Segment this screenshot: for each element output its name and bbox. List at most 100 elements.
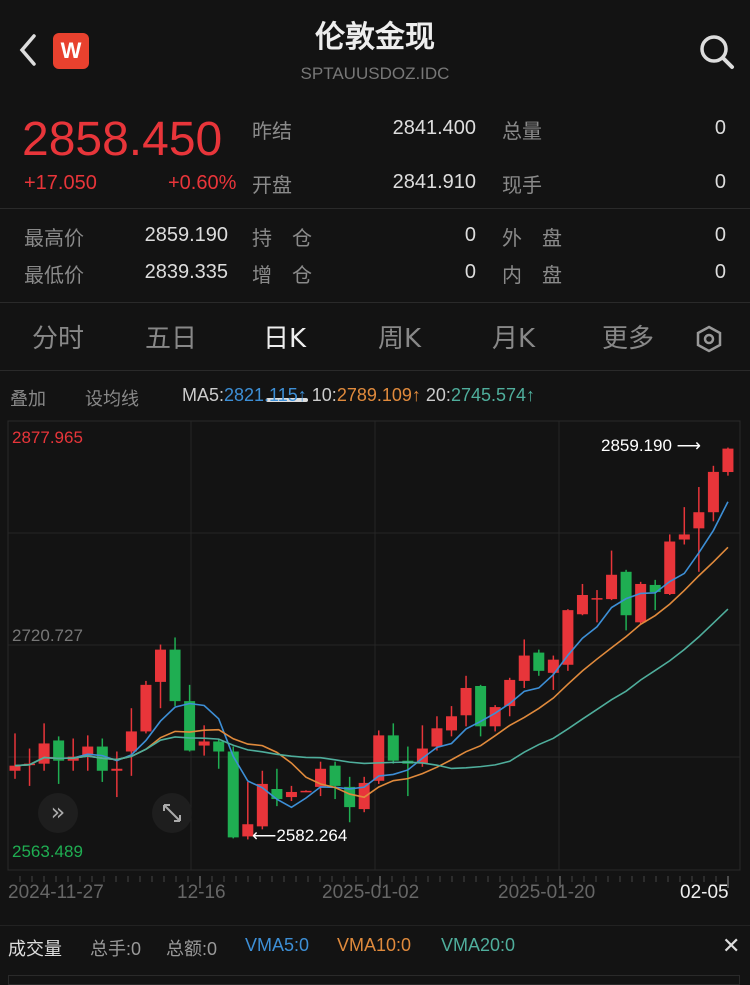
candle (140, 680, 152, 734)
candle (82, 735, 94, 771)
candle-body (707, 471, 719, 513)
overlay-button[interactable]: 叠加 (10, 389, 46, 409)
candle-body (111, 768, 123, 771)
y-max-label: 2877.965 (12, 428, 83, 447)
candle (678, 507, 690, 545)
candle-body (373, 735, 385, 781)
candle-body (285, 791, 297, 798)
candle-body (125, 731, 137, 752)
candle-body (213, 741, 225, 752)
last-price: 2858.450 (22, 113, 223, 166)
candle (329, 761, 341, 800)
candle-body (271, 789, 283, 800)
candle-body (184, 701, 196, 751)
tab-five-day[interactable]: 五日 (145, 324, 198, 354)
candle (358, 776, 370, 813)
vma5: VMA5:0 (245, 935, 310, 955)
candle-body (300, 790, 312, 793)
close-volume-button[interactable]: ✕ (722, 934, 740, 959)
add-position-value: 0 (464, 261, 476, 283)
ma5-line (14, 501, 729, 809)
scroll-to-latest-button[interactable]: » (38, 793, 78, 833)
active-tab-indicator (266, 398, 308, 402)
search-button[interactable] (697, 32, 737, 72)
candle (475, 684, 487, 737)
candle (518, 639, 530, 688)
candle (373, 730, 385, 784)
candle (9, 733, 21, 779)
candle (576, 583, 588, 616)
x-tick-label: 2025-01-20 (498, 882, 596, 903)
divider (0, 208, 750, 209)
outer-label: 外 盘 (502, 226, 562, 250)
candle (24, 748, 36, 786)
high-label: 最高价 (24, 226, 84, 250)
inner-label: 内 盘 (502, 263, 562, 287)
candle (213, 738, 225, 769)
last-hand-label: 现手 (502, 173, 542, 197)
candle (489, 705, 501, 732)
settings-button[interactable] (694, 324, 724, 358)
candle (533, 649, 545, 676)
candle-body (387, 735, 399, 761)
candle-body (169, 649, 181, 702)
candle-body (562, 610, 574, 665)
candle-body (446, 716, 457, 731)
tab-weekly-k[interactable]: 周K (378, 324, 422, 354)
ma-legend: MA5:2821.115↑ 10:2789.109↑ 20:2745.574↑ (182, 385, 536, 405)
candle (344, 776, 356, 823)
x-tick-label: 2025-01-02 (322, 882, 420, 903)
y-mid-label: 2720.727 (12, 626, 83, 645)
open-label: 开盘 (252, 173, 292, 197)
price-change-pct: +0.60% (168, 172, 237, 194)
tab-intraday[interactable]: 分时 (32, 324, 85, 354)
ma10-value: 2789.109↑ (336, 385, 421, 405)
volume-value: 0 (714, 117, 726, 139)
y-min-label: 2563.489 (12, 842, 83, 861)
candle (649, 579, 661, 611)
low-value: 2839.335 (144, 261, 228, 283)
tab-daily-k[interactable]: 日K (263, 324, 307, 354)
candle-body (82, 746, 94, 756)
x-tick-label: 12-16 (177, 882, 226, 903)
search-icon (700, 35, 734, 69)
position-value: 0 (464, 224, 476, 246)
candle-body (256, 783, 268, 827)
ma20-value: 2745.574↑ (450, 385, 536, 405)
add-position-label: 增 仓 (252, 263, 312, 287)
open-value: 2841.910 (392, 171, 476, 193)
candle (96, 738, 108, 782)
tab-more[interactable]: 更多 (602, 324, 655, 354)
prev-close-label: 昨结 (252, 119, 292, 143)
candle (606, 550, 618, 601)
candle-body (693, 512, 705, 529)
tab-monthly-k[interactable]: 月K (492, 324, 536, 354)
x-tick-label: 02-05 (680, 882, 729, 903)
candle (125, 708, 137, 776)
ma5-value: 2821.115↑ (224, 385, 307, 405)
candle-body (620, 571, 632, 616)
candle-body (722, 448, 734, 473)
candle (431, 716, 443, 751)
candle (664, 534, 676, 596)
back-button[interactable] (16, 32, 42, 68)
hexagon-settings-icon (696, 325, 722, 353)
candlestick-chart[interactable] (0, 415, 750, 890)
total-amount: 总额:0 (166, 939, 218, 959)
candle (562, 609, 574, 671)
outer-value: 0 (714, 224, 726, 246)
fullscreen-button[interactable] (152, 793, 192, 833)
set-ma-button[interactable]: 设均线 (85, 389, 139, 409)
vma10: VMA10:0 (337, 935, 412, 955)
candle-body (416, 748, 428, 764)
candle (591, 590, 603, 623)
candle (256, 770, 268, 830)
candle (242, 781, 254, 840)
candle-body (242, 824, 254, 837)
expand-icon (163, 804, 181, 822)
double-chevron-right-icon: » (50, 798, 66, 826)
candle-body (678, 534, 690, 540)
ma20-line (14, 608, 729, 770)
price-change: +17.050 (24, 172, 97, 194)
candle (635, 581, 647, 625)
